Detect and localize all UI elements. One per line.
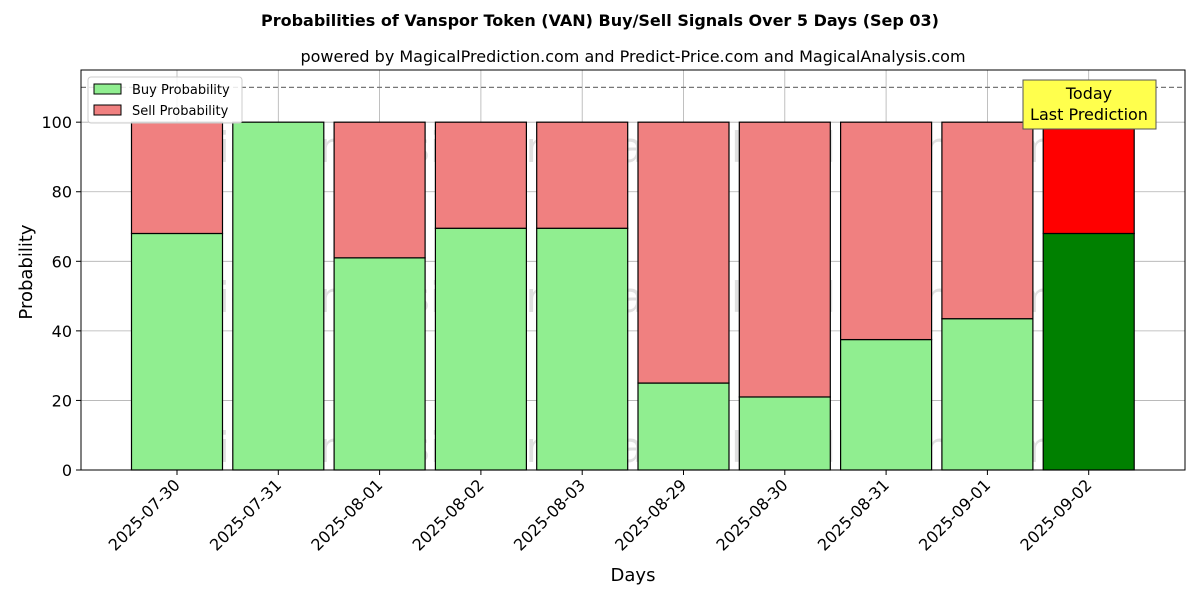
buy-bar-2025-09-02 (1042, 232, 1135, 471)
y-tick-label-0: 0 (62, 461, 72, 480)
x-tick-label-6: 2025-08-30 (712, 475, 791, 554)
y-tick-label-1: 20 (52, 391, 72, 410)
sell-bar-2025-08-02 (434, 121, 527, 229)
sell-bar-2025-08-29 (637, 121, 730, 384)
chart-title: Probabilities of Vanspor Token (VAN) Buy… (261, 11, 939, 30)
buy-bar-2025-08-03 (536, 227, 629, 471)
y-tick-label-5: 100 (41, 113, 72, 132)
x-tick-label-7: 2025-08-31 (814, 475, 893, 554)
x-axis-label: Days (611, 565, 656, 586)
buy-bar-2025-08-01 (333, 257, 426, 471)
annotation-box (1022, 79, 1157, 130)
y-tick-label-4: 80 (52, 183, 72, 202)
x-tick-label-8: 2025-09-01 (915, 475, 994, 554)
buy-bar-2025-08-31 (839, 338, 933, 471)
x-tick-label-1: 2025-07-31 (206, 475, 285, 554)
sell-bar-2025-08-03 (536, 121, 629, 229)
plot-area: MagicalAnalysis.comMagicalPrediction.com… (41, 69, 1186, 555)
today-annotation: Today Last Prediction (1022, 79, 1157, 130)
legend-label-0: Buy Probability (132, 83, 230, 98)
buy-bar-2025-09-01 (941, 318, 1034, 471)
sell-bar-2025-07-30 (130, 121, 224, 235)
x-tick-label-0: 2025-07-30 (105, 475, 184, 554)
legend-swatch-1 (93, 104, 122, 116)
y-tick-label-2: 40 (52, 322, 72, 341)
legend-label-1: Sell Probability (132, 104, 229, 119)
x-tick-label-3: 2025-08-02 (409, 475, 488, 554)
x-tick-label-9: 2025-09-02 (1016, 475, 1095, 554)
buy-bar-2025-07-31 (232, 121, 325, 471)
annotation-line-1: Last Prediction (1030, 105, 1148, 124)
sell-bar-2025-09-02 (1042, 121, 1135, 235)
y-axis-label: Probability (16, 224, 37, 319)
x-tick-label-5: 2025-08-29 (611, 475, 690, 554)
sell-bar-2025-09-01 (941, 121, 1034, 320)
sell-bar-2025-08-31 (839, 121, 933, 341)
legend-box (87, 76, 243, 124)
x-tick-label-2: 2025-08-01 (307, 475, 386, 554)
legend-swatch-0 (93, 83, 122, 95)
buy-bar-2025-08-29 (637, 382, 730, 471)
sell-bar-2025-08-01 (333, 121, 426, 259)
buy-bar-2025-07-30 (130, 232, 224, 471)
buy-bar-2025-08-30 (738, 396, 831, 471)
annotation-line-0: Today (1065, 84, 1112, 103)
y-tick-label-3: 60 (52, 252, 72, 271)
plot-frame (80, 69, 1186, 471)
chart-subtitle: powered by MagicalPrediction.com and Pre… (300, 47, 965, 66)
sell-bar-2025-08-30 (738, 121, 831, 398)
x-tick-label-4: 2025-08-03 (510, 475, 589, 554)
buy-bar-2025-08-02 (434, 227, 527, 471)
legend: Buy Probability Sell Probability (87, 76, 243, 124)
